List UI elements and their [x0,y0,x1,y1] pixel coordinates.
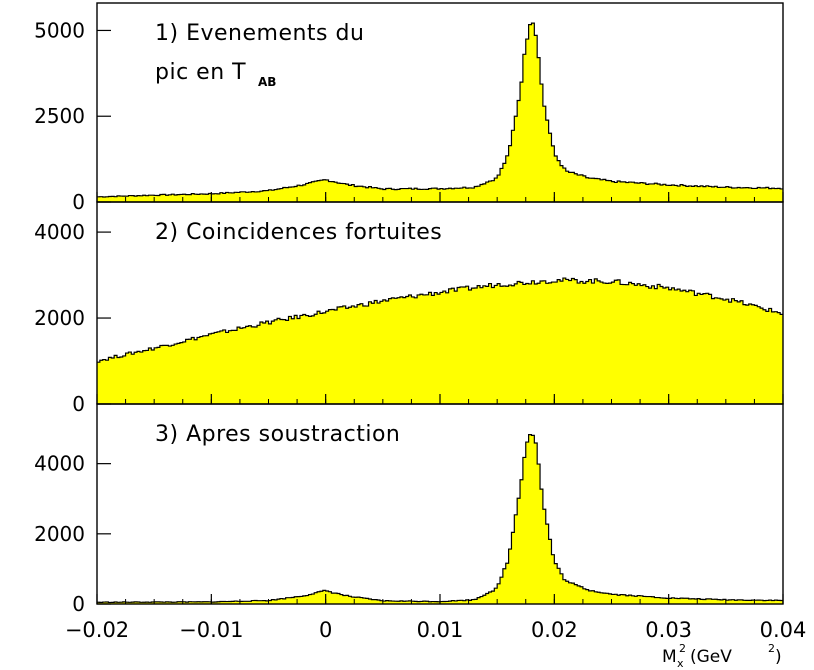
panel-1: 0 2500 5000 1) Evenements du pic en T AB [34,2,784,214]
x-tick-label: 0.01 [417,618,464,642]
histogram-fill [97,23,783,202]
x-tick-label: 0.03 [645,618,692,642]
x-axis-label-unit-close: ) [775,647,782,667]
histogram-fill [97,278,783,404]
histogram-line [97,22,783,198]
x-tick-label: 0 [319,618,332,642]
x-axis-label-unit: (GeV [690,647,732,667]
histogram-line [97,277,783,363]
x-tick-label: −0.02 [65,618,129,642]
panel-title: 3) Apres soustraction [155,422,400,447]
panel-title: 2) Coincidences fortuites [155,220,442,245]
panel-3: 0 2000 4000 3) Apres soustraction [34,403,784,616]
y-tick-label: 0 [72,392,85,416]
y-tick-label: 4000 [34,220,85,244]
x-tick-label: 0.02 [531,618,578,642]
y-tick-label: 0 [72,190,85,214]
y-tick-label: 4000 [34,452,85,476]
panel-2: 0 2000 4000 2) Coincidences fortuites [34,201,784,416]
x-tick-label: 0.04 [760,618,807,642]
x-axis-label-sub: x [677,657,684,670]
histogram-fill [97,434,783,604]
panel-title: 1) Evenements du [155,21,364,46]
x-axis-label-sup: 2 [679,642,686,655]
y-tick-label: 0 [72,592,85,616]
histogram-line [97,434,783,604]
x-axis-label-unit-sup: 2 [768,642,775,655]
panel-title-subscript: AB [258,75,276,89]
x-axis-label-main: M [662,647,677,667]
y-tick-label: 2000 [34,522,85,546]
panel-title-line2: pic en T [155,60,246,85]
y-tick-label: 5000 [34,18,85,42]
x-axis: −0.02 −0.01 0 0.01 0.02 0.03 0.04 M x 2 (GeV 2) [65,618,807,670]
y-tick-label: 2000 [34,306,85,330]
y-tick-label: 2500 [34,104,85,128]
x-tick-label: −0.01 [179,618,243,642]
